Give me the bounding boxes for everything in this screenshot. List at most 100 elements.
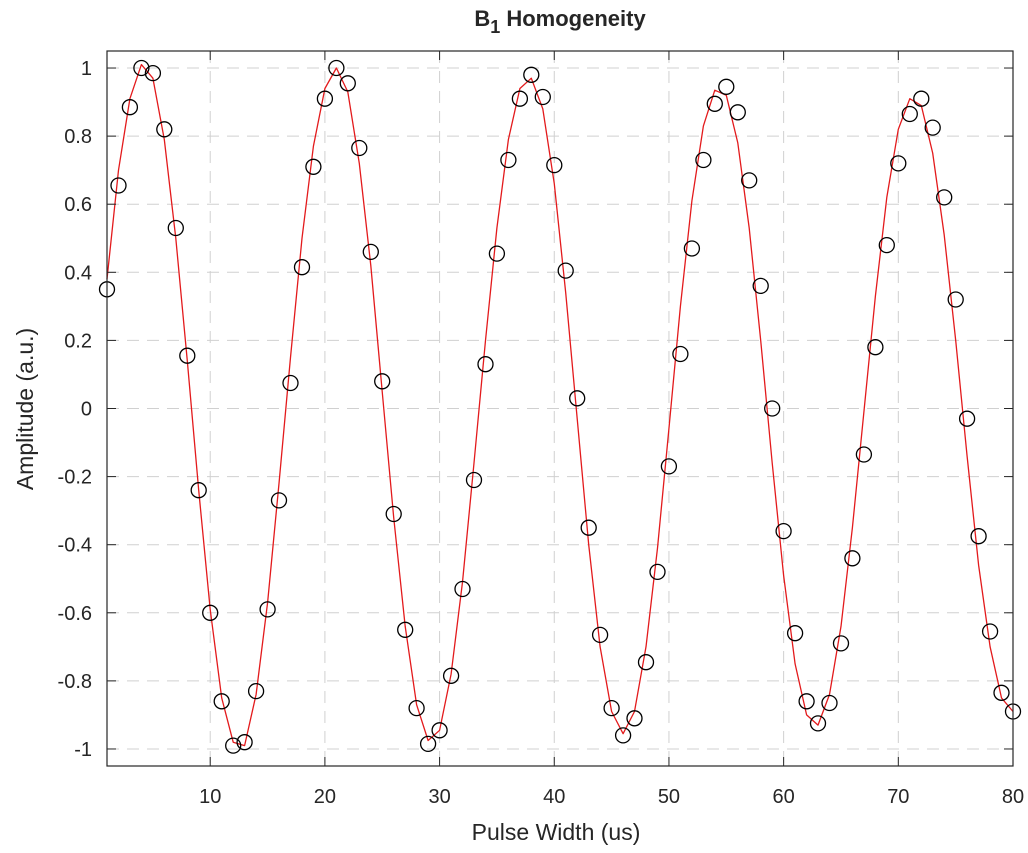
data-point xyxy=(500,151,517,169)
data-point xyxy=(293,259,311,276)
data-point xyxy=(993,684,1010,701)
data-point xyxy=(649,563,666,581)
data-point xyxy=(488,245,506,262)
x-tick-label: 40 xyxy=(543,786,565,808)
data-point xyxy=(133,59,150,77)
data-point xyxy=(213,693,230,710)
data-point xyxy=(580,519,597,536)
y-axis-label: Amplitude (a.u.) xyxy=(12,328,38,490)
data-point xyxy=(534,88,551,106)
data-point xyxy=(775,522,792,540)
data-point xyxy=(225,737,242,754)
data-point xyxy=(305,158,322,175)
data-point xyxy=(832,635,850,652)
data-point xyxy=(947,291,964,308)
data-point xyxy=(156,121,173,138)
data-point xyxy=(351,139,368,157)
data-point xyxy=(465,471,483,489)
data-point xyxy=(786,625,804,642)
data-point xyxy=(970,528,987,545)
y-tick-label: 0 xyxy=(81,399,92,421)
y-tick-label: 1 xyxy=(81,58,92,80)
y-tick-label: -0.8 xyxy=(58,671,92,693)
x-axis-label: Pulse Width (us) xyxy=(472,819,641,845)
data-point xyxy=(454,580,471,598)
data-point xyxy=(798,693,815,710)
data-point xyxy=(741,172,758,189)
data-point xyxy=(936,189,953,206)
x-tick-label: 60 xyxy=(773,786,795,808)
data-point xyxy=(546,156,563,174)
data-point xyxy=(764,400,781,417)
data-point xyxy=(913,90,930,107)
data-point xyxy=(660,458,678,475)
y-tick-label: -0.4 xyxy=(58,535,92,557)
data-point xyxy=(695,151,712,169)
data-point xyxy=(431,722,448,739)
y-tick-label: 0.4 xyxy=(64,262,92,284)
data-point xyxy=(259,601,276,618)
data-point xyxy=(270,492,288,509)
chart-title-main: B xyxy=(474,6,490,31)
data-point xyxy=(672,345,689,363)
markers-layer xyxy=(98,59,1022,754)
data-point xyxy=(752,277,769,295)
data-point xyxy=(121,99,139,116)
tick-labels: 10 20 30 40 50 60 70 80 -1 -0.8 -0.6 -0.4 -0.2 0 0.2 0.… xyxy=(58,58,1025,808)
y-tick-label: -1 xyxy=(74,739,92,761)
x-tick-label: 80 xyxy=(1002,786,1024,808)
data-point xyxy=(179,347,196,364)
data-point xyxy=(924,119,941,136)
fit-line-layer xyxy=(106,63,1014,747)
data-point xyxy=(981,623,999,640)
data-point xyxy=(614,727,632,744)
data-point xyxy=(190,482,207,499)
chart-title: B1 Homogeneity xyxy=(474,6,646,37)
data-point xyxy=(901,105,918,123)
data-point xyxy=(362,243,379,261)
y-tick-label: 0.8 xyxy=(64,126,92,148)
y-tick-label: 0.6 xyxy=(64,194,92,216)
data-point xyxy=(706,95,723,112)
y-tick-label: 0.2 xyxy=(64,330,92,352)
data-point xyxy=(809,715,827,732)
data-point xyxy=(408,699,425,717)
data-point xyxy=(844,550,861,567)
data-point xyxy=(523,66,540,83)
data-point xyxy=(683,240,701,257)
data-point xyxy=(282,374,299,392)
data-point xyxy=(385,505,402,523)
data-point xyxy=(477,356,494,373)
data-point xyxy=(878,236,895,254)
data-point xyxy=(144,64,162,82)
data-point xyxy=(729,104,746,121)
x-tick-label: 30 xyxy=(428,786,450,808)
data-point xyxy=(591,626,609,644)
data-point xyxy=(419,735,437,753)
y-tick-label: -0.2 xyxy=(58,467,92,489)
data-point xyxy=(569,390,586,407)
data-point xyxy=(557,262,574,279)
x-tick-label: 20 xyxy=(314,786,336,808)
data-point xyxy=(328,59,345,77)
y-tick-label: -0.6 xyxy=(58,603,92,625)
data-point xyxy=(718,78,735,95)
x-tick-label: 10 xyxy=(199,786,221,808)
data-point xyxy=(110,177,127,194)
data-point xyxy=(236,734,253,751)
data-point xyxy=(821,694,838,712)
x-tick-label: 50 xyxy=(658,786,680,808)
data-point xyxy=(316,90,334,107)
x-tick-label: 70 xyxy=(887,786,909,808)
data-point xyxy=(397,621,414,638)
data-point xyxy=(603,699,620,717)
ticks xyxy=(107,51,1014,766)
data-point xyxy=(626,710,643,727)
data-point xyxy=(867,339,884,356)
data-point xyxy=(958,410,976,427)
data-point xyxy=(890,155,907,172)
data-point xyxy=(442,667,460,684)
data-point xyxy=(202,604,219,621)
data-point xyxy=(339,75,356,92)
